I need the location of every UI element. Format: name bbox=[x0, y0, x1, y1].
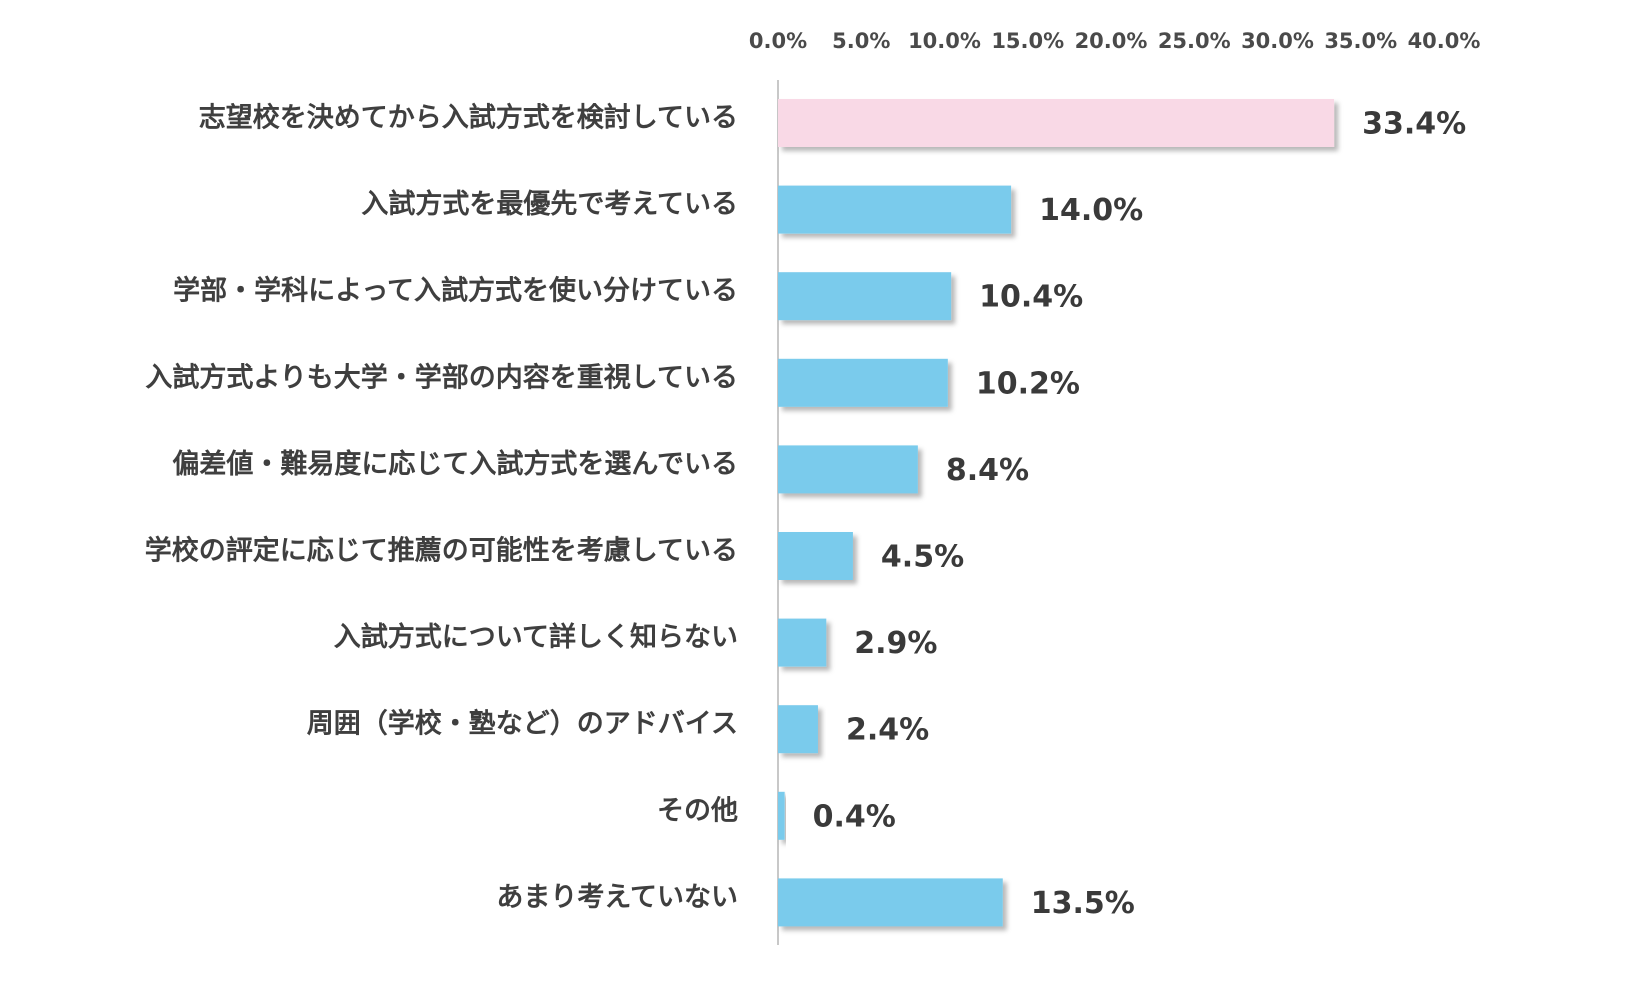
x-tick-label: 30.0% bbox=[1241, 29, 1314, 53]
category-label: その他 bbox=[657, 795, 738, 826]
category-label: 入試方式について詳しく知らない bbox=[334, 621, 738, 653]
data-label: 2.4% bbox=[846, 713, 929, 748]
bar bbox=[778, 272, 952, 321]
bars bbox=[778, 99, 1335, 927]
category-label: 偏差値・難易度に応じて入試方式を選んでいる bbox=[172, 448, 738, 480]
data-label: 33.4% bbox=[1362, 107, 1466, 142]
bar bbox=[778, 185, 1012, 234]
data-label: 14.0% bbox=[1039, 193, 1143, 228]
x-tick-label: 20.0% bbox=[1075, 29, 1148, 53]
data-label: 8.4% bbox=[946, 453, 1029, 488]
category-label: 志望校を決めてから入試方式を検討している bbox=[199, 102, 738, 134]
data-label: 2.9% bbox=[854, 626, 937, 661]
data-label: 4.5% bbox=[881, 540, 964, 575]
category-labels: 志望校を決めてから入試方式を検討している入試方式を最優先で考えている学部・学科に… bbox=[145, 102, 738, 913]
data-label: 10.4% bbox=[979, 280, 1083, 315]
bar bbox=[778, 99, 1335, 147]
x-axis-ticks: 0.0% 5.0% 10.0% 15.0% 20.0% 25.0% 30.0% 35.0% 40… bbox=[749, 29, 1481, 53]
bar bbox=[778, 445, 918, 494]
bar bbox=[778, 791, 785, 840]
category-label: あまり考えていない bbox=[496, 882, 738, 913]
category-label: 周囲（学校・塾など）のアドバイス bbox=[307, 708, 738, 740]
x-tick-label: 35.0% bbox=[1324, 29, 1397, 53]
data-label: 0.4% bbox=[813, 799, 896, 834]
bar bbox=[778, 532, 853, 580]
bar bbox=[778, 358, 948, 407]
x-tick-label: 5.0% bbox=[832, 29, 890, 53]
category-label: 学部・学科によって入試方式を使い分けている bbox=[173, 275, 738, 307]
x-tick-label: 0.0% bbox=[749, 29, 807, 53]
bar bbox=[778, 705, 818, 754]
value-labels: 33.4% 14.0% 10.4% 10.2% 8.4% 4.5% 2.9% 2.4% 0.4%… bbox=[813, 107, 1467, 921]
bar bbox=[778, 618, 827, 667]
x-tick-label: 25.0% bbox=[1158, 29, 1231, 53]
bar bbox=[778, 878, 1003, 927]
category-label: 入試方式よりも大学・学部の内容を重視している bbox=[145, 361, 738, 393]
data-label: 13.5% bbox=[1031, 886, 1135, 921]
x-tick-label: 15.0% bbox=[991, 29, 1064, 53]
x-tick-label: 10.0% bbox=[908, 29, 981, 53]
x-tick-label: 40.0% bbox=[1408, 29, 1481, 53]
category-label: 学校の評定に応じて推薦の可能性を考慮している bbox=[145, 535, 738, 567]
category-label: 入試方式を最優先で考えている bbox=[361, 188, 738, 220]
data-label: 10.2% bbox=[976, 366, 1080, 401]
